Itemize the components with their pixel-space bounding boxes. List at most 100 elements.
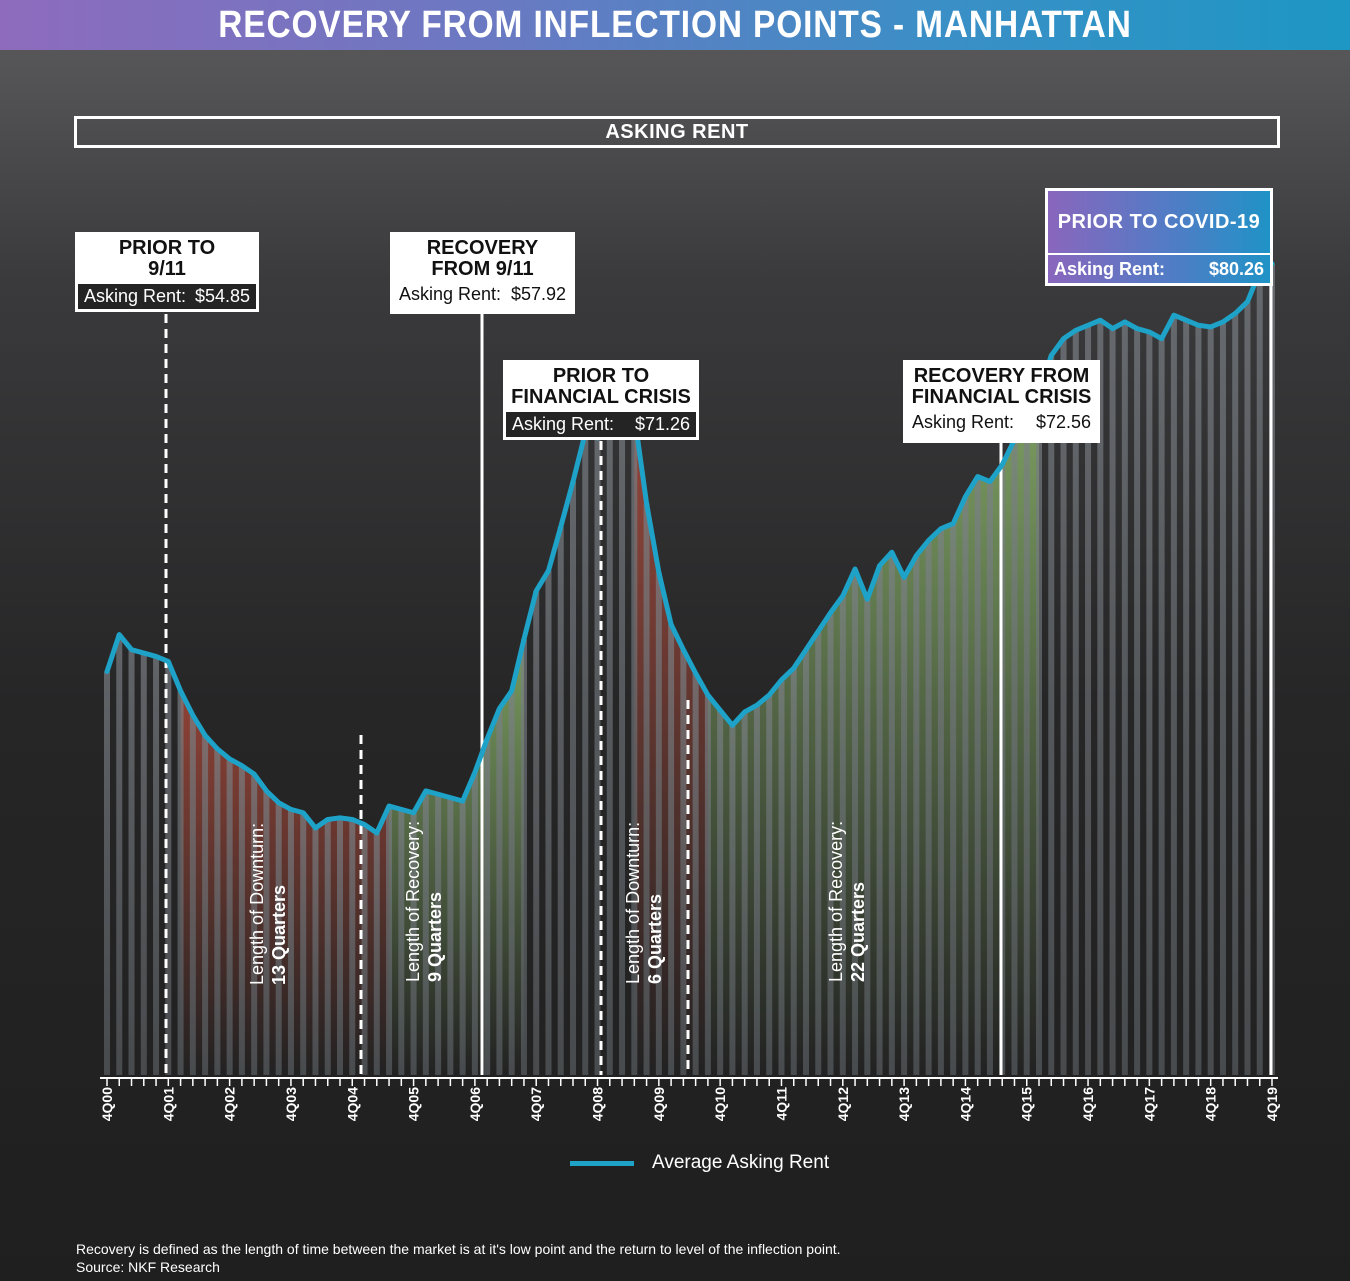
quarter-bar: [1109, 328, 1116, 1075]
callout-heading-line: FROM 9/11: [431, 258, 534, 280]
quarter-bar: [1097, 320, 1104, 1075]
quarter-bar: [226, 758, 233, 1075]
x-tick-label: 4Q18: [1203, 1087, 1219, 1121]
downturn-length-label: Length of Downturn: 13 Quarters: [246, 823, 290, 985]
recovery-area: [707, 393, 1039, 1075]
callout-heading: PRIOR TO FINANCIAL CRISIS: [506, 363, 696, 410]
quarter-bar: [398, 809, 405, 1075]
quarter-bar: [557, 526, 564, 1075]
quarter-bar: [1134, 328, 1141, 1075]
quarter-bar: [876, 565, 883, 1075]
callout-heading-line: PRIOR TO: [552, 365, 650, 387]
quarter-bar: [471, 772, 478, 1075]
quarter-bar: [153, 656, 160, 1075]
x-tick-label: 4Q14: [957, 1087, 973, 1121]
quarter-bar: [704, 695, 711, 1075]
quarter-bar: [1072, 330, 1079, 1075]
quarter-bar: [962, 496, 969, 1076]
recovery-length-label: Length of Recovery: 22 Quarters: [825, 821, 869, 982]
footnote-definition: Recovery is defined as the length of tim…: [76, 1241, 841, 1257]
chart-subtitle: ASKING RENT: [74, 116, 1280, 148]
downturn-length-label: Length of Downturn: 6 Quarters: [622, 822, 666, 984]
asking-rent-label: Asking Rent:: [399, 284, 502, 304]
quarter-bar: [275, 802, 282, 1075]
quarter-bar: [1195, 325, 1202, 1075]
x-tick-label: 4Q12: [835, 1087, 851, 1121]
footnote: Recovery is defined as the length of tim…: [76, 1240, 841, 1276]
x-tick-label: 4Q00: [99, 1087, 115, 1121]
quarter-bar: [1170, 315, 1177, 1075]
quarter-bar: [778, 679, 785, 1075]
quarter-bar: [1183, 320, 1190, 1075]
asking-rent-label: Asking Rent:: [512, 414, 615, 434]
quarter-bar: [1011, 439, 1018, 1075]
quarter-bar: [386, 806, 393, 1075]
callout-heading-line: PRIOR TO: [118, 237, 216, 259]
quarter-bar: [1048, 355, 1055, 1076]
callout-heading: PRIOR TO 9/11: [78, 235, 256, 282]
callout-heading: PRIOR TO COVID-19: [1048, 191, 1270, 255]
quarter-bar: [1060, 338, 1067, 1075]
x-tick-label: 4Q17: [1141, 1087, 1157, 1121]
quarter-bar: [925, 540, 932, 1075]
quarter-bar: [888, 552, 895, 1075]
callout-heading-line: FINANCIAL CRISIS: [911, 386, 1092, 408]
callout-prior-to-911-value: Asking Rent: $54.85: [75, 282, 259, 312]
quarter-bar: [165, 661, 172, 1075]
recovery-area: [389, 639, 524, 1075]
callout-prior-to-covid: PRIOR TO COVID-19 Asking Rent: $80.26: [1045, 188, 1273, 286]
footnote-source: Source: NKF Research: [76, 1259, 220, 1275]
quarter-bar: [140, 653, 147, 1075]
downturn-area: [180, 690, 390, 1075]
asking-rent-value: $57.92: [510, 284, 566, 304]
asking-rent-value: $71.26: [634, 414, 690, 434]
quarter-bar: [619, 405, 626, 1076]
callout-heading: RECOVERY FROM 9/11: [393, 235, 572, 282]
callout-prior-to-911: PRIOR TO 9/11: [75, 232, 259, 285]
quarter-bar: [913, 555, 920, 1075]
x-tick-label: 4Q10: [712, 1087, 728, 1121]
quarter-bar: [447, 797, 454, 1075]
quarter-bar: [1146, 331, 1153, 1075]
quarter-bar: [312, 827, 319, 1075]
quarter-bar: [815, 631, 822, 1075]
quarter-bar: [300, 812, 307, 1075]
quarter-bar: [1256, 271, 1263, 1075]
quarter-bar: [631, 415, 638, 1075]
callout-heading: RECOVERY FROM FINANCIAL CRISIS: [906, 363, 1097, 410]
period-value: 9 Quarters: [425, 891, 445, 982]
quarter-bar: [1219, 321, 1226, 1075]
callout-heading-line: FINANCIAL CRISIS: [511, 386, 691, 408]
quarter-bar: [349, 819, 356, 1075]
quarter-bar: [803, 649, 809, 1075]
quarter-bar: [251, 774, 258, 1075]
quarter-bar: [986, 481, 993, 1075]
x-tick-label: 4Q05: [406, 1087, 422, 1121]
page-title: RECOVERY FROM INFLECTION POINTS - MANHAT…: [218, 3, 1132, 46]
legend-line-swatch: [570, 1160, 634, 1166]
period-label: Length of Recovery:: [403, 820, 423, 982]
callout-heading-line: RECOVERY FROM: [913, 365, 1090, 387]
quarter-bar: [324, 819, 331, 1075]
quarter-bar: [287, 809, 294, 1075]
asking-rent-value: $80.26: [1208, 259, 1264, 279]
x-tick-label: 4Q07: [528, 1087, 544, 1121]
quarter-bar: [680, 649, 687, 1075]
period-value: 22 Quarters: [848, 881, 868, 982]
quarter-bar: [361, 824, 368, 1075]
title-bar: RECOVERY FROM INFLECTION POINTS - MANHAT…: [0, 0, 1350, 50]
quarter-bar: [116, 634, 123, 1075]
quarter-bar: [729, 725, 736, 1075]
asking-rent-value: $72.56: [1035, 412, 1091, 432]
asking-rent-label: Asking Rent:: [1054, 259, 1166, 279]
x-tick-label: 4Q09: [651, 1087, 667, 1121]
asking-rent-label: Asking Rent:: [84, 286, 187, 306]
callout-prior-to-financial-crisis-value: Asking Rent: $71.26: [503, 410, 699, 440]
quarter-bar: [717, 710, 724, 1075]
x-tick-label: 4Q11: [773, 1087, 789, 1121]
quarter-bar: [1036, 393, 1042, 1075]
recovery-length-label: Length of Recovery: 9 Quarters: [402, 821, 446, 982]
quarter-bar: [263, 790, 270, 1075]
quarter-bar: [214, 748, 221, 1075]
